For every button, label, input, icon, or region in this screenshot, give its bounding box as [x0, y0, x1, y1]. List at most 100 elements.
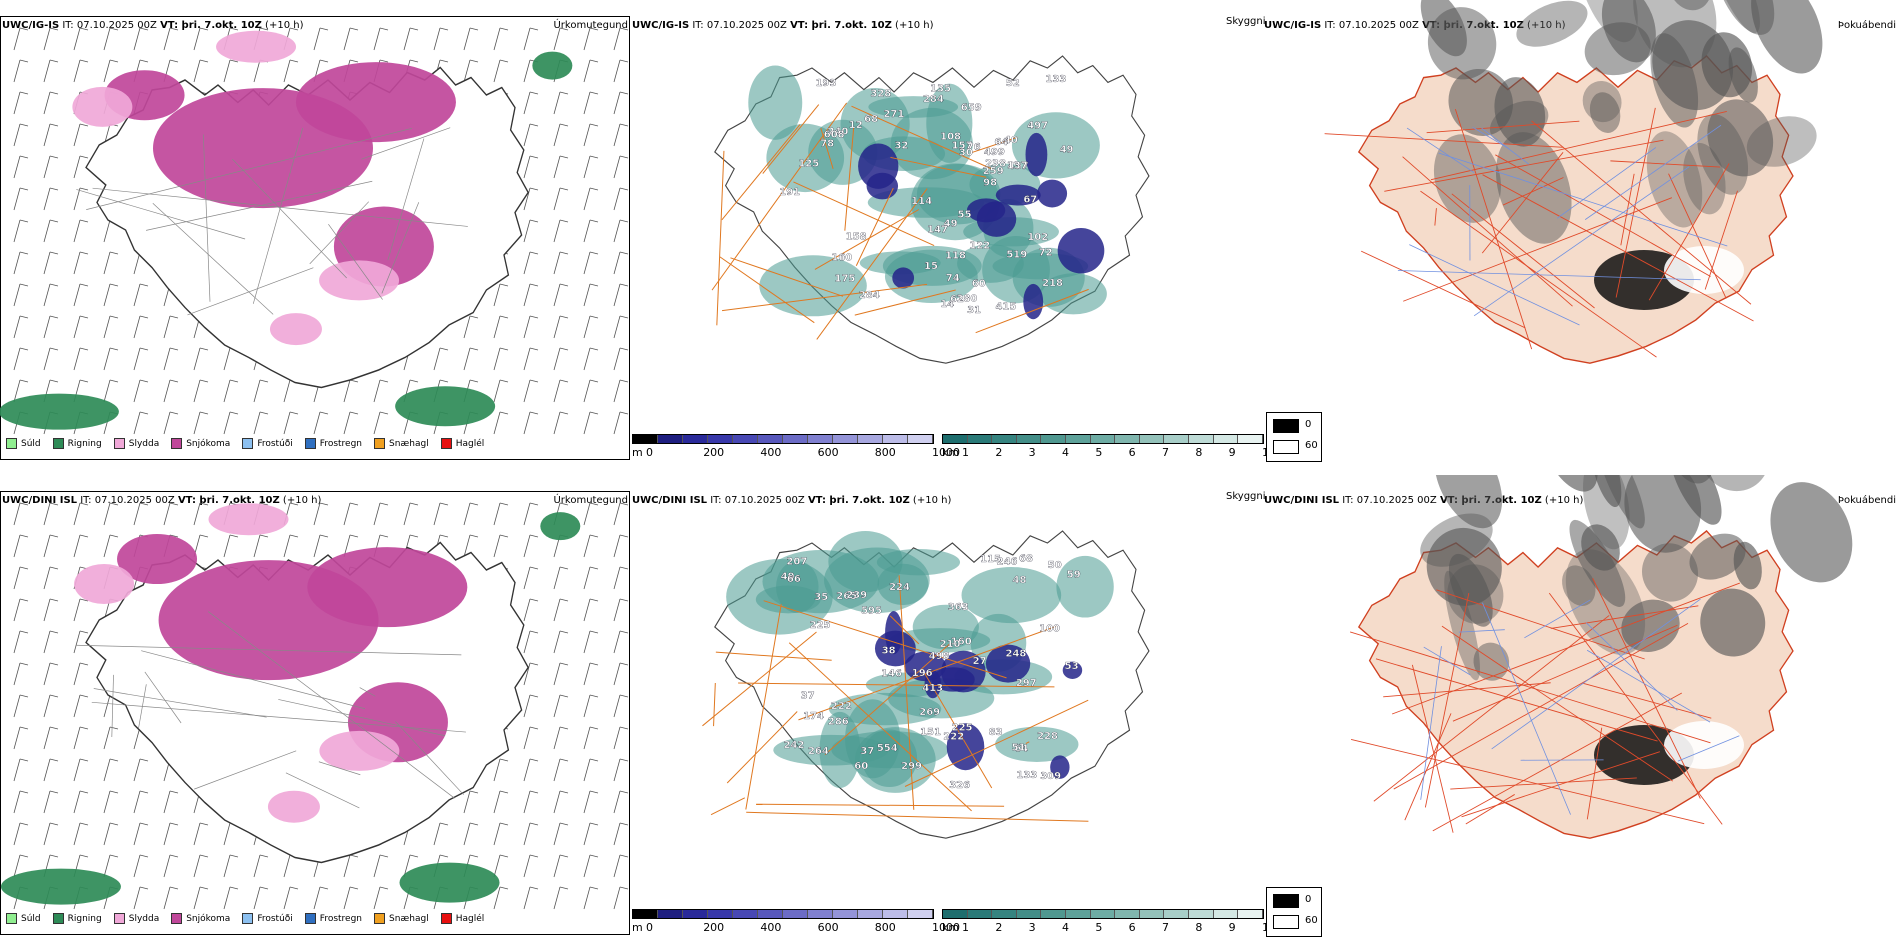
wind-barb	[583, 27, 591, 51]
road-line	[1452, 624, 1678, 722]
legend-label: Slydda	[128, 913, 160, 924]
wind-barb-flag	[499, 283, 509, 287]
colorbar-tick: 8	[1195, 446, 1203, 459]
wind-barb-flag	[619, 726, 629, 730]
low-ceiling-area	[1050, 755, 1070, 779]
road-line	[1465, 794, 1515, 825]
wind-barb-flag	[589, 822, 599, 826]
wind-barb-flag	[349, 27, 359, 31]
precip-area	[72, 86, 133, 127]
wind-barb	[493, 379, 501, 403]
wind-barb-flag	[109, 822, 119, 826]
visibility-area	[773, 734, 889, 766]
road-line	[1349, 631, 1711, 744]
wind-barb	[223, 379, 231, 403]
colorbar-tick: 600	[817, 921, 839, 934]
wind-barb-flag	[169, 59, 179, 63]
wind-barb	[523, 283, 531, 307]
wind-barb-flag	[379, 59, 389, 63]
wind-barb	[493, 27, 501, 51]
wind-barb-flag	[529, 662, 539, 666]
wind-barb	[133, 726, 141, 750]
road-line	[309, 201, 369, 265]
legend-item: Snæhagl	[374, 438, 429, 449]
ceiling-value: 554	[877, 743, 898, 754]
wind-barb	[613, 411, 621, 435]
wind-barb	[133, 411, 141, 435]
wind-barb-flag	[559, 91, 569, 95]
wind-barb	[103, 283, 111, 307]
wind-barb-flag	[469, 790, 479, 794]
wind-barb	[163, 411, 171, 435]
wind-barb	[613, 27, 621, 51]
wind-barb-flag	[439, 534, 449, 538]
fog-area	[1650, 33, 1699, 128]
wind-barb	[613, 694, 621, 718]
low-ceiling-area	[1062, 661, 1083, 679]
wind-barb-flag	[169, 886, 179, 890]
colorbar-step	[1041, 435, 1067, 443]
wind-barb-flag	[619, 347, 629, 351]
ceiling-value: 135	[930, 84, 951, 95]
wind-barb-flag	[589, 347, 599, 351]
colorbar-unit: km	[942, 921, 960, 934]
colorbar-tick: 5	[1095, 446, 1103, 459]
wind-barb	[553, 566, 561, 590]
wind-barb	[613, 822, 621, 846]
precip-type-panel: UWC/IG-IS IT: 07.10.2025 00Z VT: þri. 7.…	[0, 0, 632, 475]
wind-barb-flag	[169, 854, 179, 858]
wind-barb	[613, 59, 621, 83]
road-line	[793, 181, 935, 247]
wind-barb-flag	[139, 347, 149, 351]
ceiling-colorbar: m 0 200 400 600 800 1000	[632, 909, 960, 934]
wind-barb	[253, 854, 261, 878]
wind-barb	[583, 790, 591, 814]
precip-area	[74, 564, 135, 605]
wind-barb	[523, 758, 531, 782]
wind-barb-flag	[19, 59, 29, 63]
wind-barb-flag	[559, 566, 569, 570]
low-ceiling-area	[858, 143, 899, 189]
wind-barb	[553, 630, 561, 654]
panel-header: UWC/DINI ISL IT: 07.10.2025 00Z VT: þri.…	[632, 495, 951, 506]
river-line	[1586, 649, 1711, 723]
colorbar-tick: 1000	[932, 921, 960, 934]
lead-time: (+10 h)	[282, 495, 322, 506]
wind-barb-flag	[529, 694, 539, 698]
wind-barb-flag	[559, 790, 569, 794]
wind-barb-flag	[529, 347, 539, 351]
wind-barb	[73, 662, 81, 686]
colorbar-step	[1164, 910, 1190, 918]
wind-barb	[73, 534, 81, 558]
legend-swatch	[304, 913, 316, 924]
legend-item: Frostregn	[304, 913, 362, 924]
ceiling-value: 239	[846, 590, 867, 601]
legend-swatch	[440, 438, 452, 449]
wind-barb-flag	[19, 854, 29, 858]
wind-barb	[13, 662, 21, 686]
ceiling-value: 37	[801, 690, 815, 701]
wind-barb	[43, 822, 51, 846]
wind-barb-flag	[439, 822, 449, 826]
road-line	[361, 127, 451, 160]
wind-barb-flag	[229, 534, 239, 538]
ceiling-value: 595	[861, 605, 882, 616]
colorbar-tick: 200	[703, 921, 725, 934]
wind-barb	[553, 251, 561, 275]
road-line	[715, 651, 832, 661]
colorbar-step	[1066, 435, 1091, 443]
fog-map	[1324, 0, 1823, 364]
wind-barb-flag	[139, 758, 149, 762]
wind-barb	[163, 854, 171, 878]
wind-barb-flag	[529, 726, 539, 730]
wind-barb-flag	[589, 315, 599, 319]
wind-barb	[523, 566, 531, 590]
wind-barb-flag	[349, 411, 359, 415]
colorbar-step	[1041, 910, 1067, 918]
wind-barb	[493, 347, 501, 371]
wind-barb	[283, 886, 291, 910]
wind-barb-flag	[319, 886, 329, 890]
visibility-colorbar: km12345678910	[942, 434, 1276, 459]
road-line	[745, 604, 782, 810]
wind-barb-flag	[559, 187, 569, 191]
